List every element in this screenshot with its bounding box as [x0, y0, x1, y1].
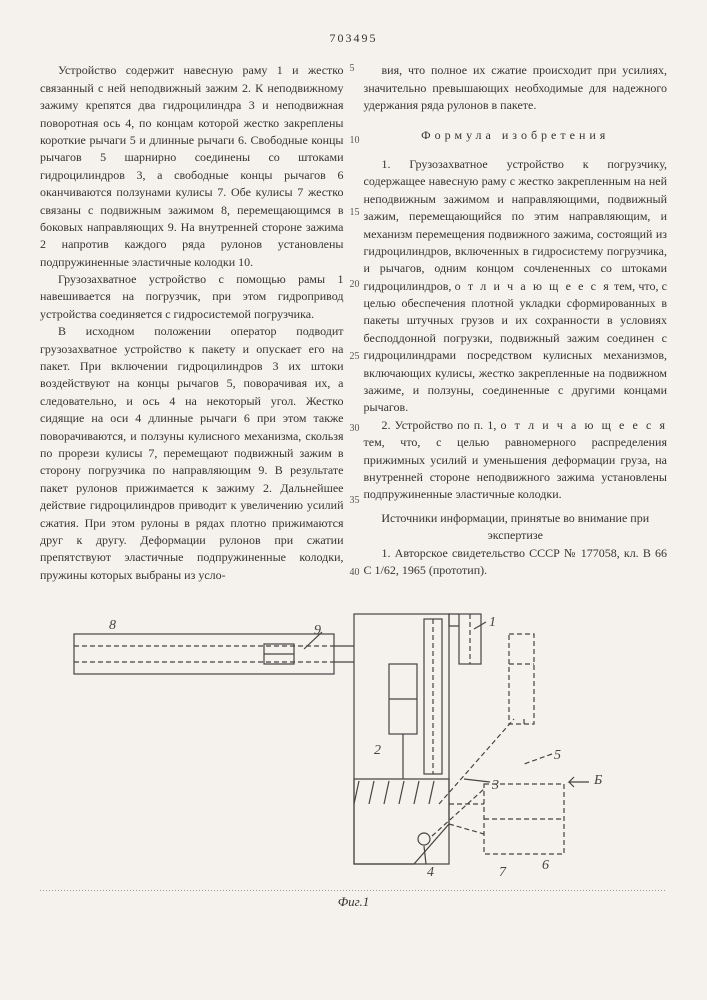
svg-text:1: 1 [489, 615, 496, 630]
svg-text:4: 4 [427, 865, 434, 880]
text-columns: Устройство содержит навесную раму 1 и же… [40, 62, 667, 584]
line-no: 5 [350, 62, 355, 77]
claim-1-em: о т л и ч а ю щ е е с я [455, 279, 611, 293]
claim-1: 1. Грузозахватное устройство к погрузчик… [364, 156, 668, 417]
claim-1-a: 1. Грузозахватное устройство к погрузчик… [364, 157, 668, 293]
source-1: 1. Авторское свидетельство СССР № 177058… [364, 545, 668, 580]
figure-label: Фиг.1 [40, 893, 667, 912]
svg-text:5: 5 [554, 748, 561, 763]
line-no: 20 [350, 278, 360, 293]
line-no: 40 [350, 566, 360, 581]
figure-svg: 89124356Б7 [54, 604, 654, 884]
para-1: Устройство содержит навесную раму 1 и же… [40, 62, 344, 271]
line-no: 15 [350, 206, 360, 221]
formula-header: Формула изобретения [364, 127, 668, 144]
svg-text:2: 2 [374, 743, 381, 758]
svg-text:8: 8 [109, 618, 116, 633]
para-cont: вия, что полное их сжатие происходит при… [364, 62, 668, 114]
line-no: 35 [350, 494, 360, 509]
figure-1: 89124356Б7 Фиг.1 [40, 604, 667, 912]
para-3: В исходном положении оператор подводит г… [40, 323, 344, 584]
line-no: 10 [350, 134, 360, 149]
svg-text:7: 7 [499, 865, 507, 880]
claim-2-a: 2. Устройство по п. 1, [382, 418, 501, 432]
claim-2-b: тем, что, с целью равномерного распредел… [364, 435, 668, 501]
line-no: 30 [350, 422, 360, 437]
svg-text:6: 6 [542, 858, 549, 873]
ruler [40, 890, 667, 891]
claim-1-b: тем, что, с целью обеспечения плотной ук… [364, 279, 668, 415]
page-number: 703495 [40, 30, 667, 47]
left-column: Устройство содержит навесную раму 1 и же… [40, 62, 344, 584]
right-column: 5 10 15 20 25 30 35 40 вия, что полное и… [364, 62, 668, 584]
svg-text:3: 3 [491, 778, 499, 793]
sources-header: Источники информации, принятые во вниман… [364, 510, 668, 545]
claim-2: 2. Устройство по п. 1, о т л и ч а ю щ е… [364, 417, 668, 504]
para-2: Грузозахватное устройство с помощью рамы… [40, 271, 344, 323]
claim-2-em: о т л и ч а ю щ е е с я [501, 418, 668, 432]
svg-text:Б: Б [593, 773, 602, 788]
line-no: 25 [350, 350, 360, 365]
